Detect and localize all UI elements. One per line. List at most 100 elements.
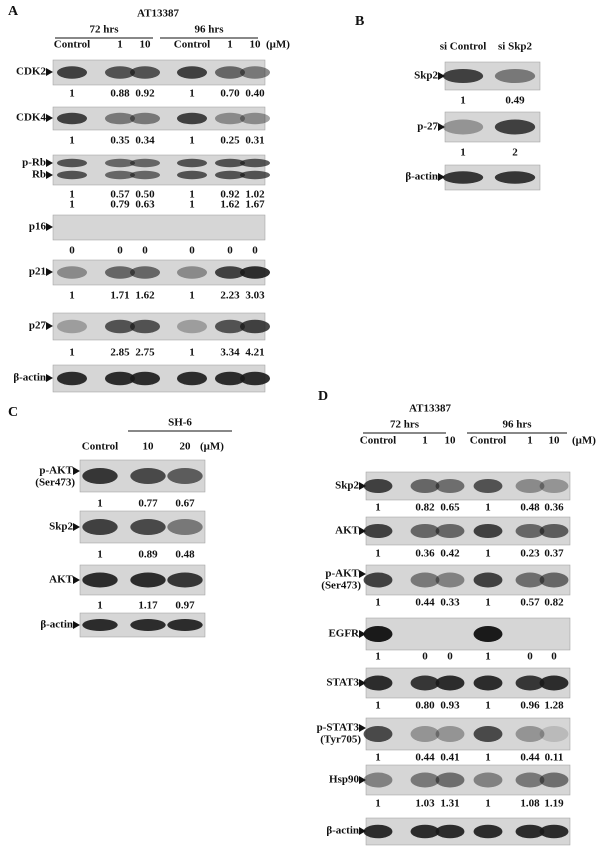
quant-value: 0	[189, 245, 195, 257]
quant-value: 1	[485, 597, 491, 609]
band	[410, 726, 440, 742]
band	[56, 66, 88, 79]
quant-value: 0	[527, 651, 533, 663]
band	[176, 66, 208, 79]
band	[176, 371, 208, 386]
band	[129, 371, 161, 386]
band	[539, 772, 569, 788]
quant-value: 0.67	[175, 498, 195, 510]
band	[176, 266, 208, 279]
quant-value: 0.34	[135, 135, 155, 147]
arrow	[73, 576, 80, 584]
quant-value: 1	[69, 347, 75, 359]
arrow	[438, 123, 445, 131]
quant-value: 1	[375, 597, 381, 609]
quant-value: 0.82	[415, 502, 435, 514]
blot-label: p27	[29, 320, 47, 332]
blot-label: STAT3	[326, 677, 359, 689]
arrow	[46, 159, 53, 167]
quant-value: 1	[97, 498, 103, 510]
band	[104, 319, 136, 334]
lane-label: Control	[174, 39, 210, 51]
arrow	[46, 223, 53, 231]
lane-label: si Skp2	[498, 41, 532, 53]
quant-value: 0.92	[220, 189, 240, 201]
quant-value: 0.79	[110, 199, 130, 211]
band	[363, 726, 393, 742]
band	[435, 524, 465, 538]
band	[129, 319, 161, 334]
quant-value: 0.97	[175, 600, 195, 612]
quant-value: 2	[512, 147, 518, 159]
blot-label: p-AKT	[39, 465, 73, 477]
unit-label: (μM)	[266, 39, 290, 51]
quant-value: 0.70	[220, 88, 240, 100]
band	[410, 675, 440, 691]
quant-value: 1.17	[138, 600, 158, 612]
group-label: SH-6	[168, 417, 192, 429]
lane-label: 10	[250, 39, 262, 51]
lane-label: 10	[549, 435, 561, 447]
lane-label: 10	[140, 39, 152, 51]
quant-value: 1	[375, 752, 381, 764]
band	[56, 319, 88, 334]
lane-label: 10	[445, 435, 457, 447]
quant-value: 1	[375, 502, 381, 514]
band	[104, 266, 136, 279]
quant-value: 1.02	[245, 189, 265, 201]
arrow	[46, 114, 53, 122]
arrow	[73, 523, 80, 531]
quant-value: 0.31	[245, 135, 264, 147]
quant-value: 1	[375, 700, 381, 712]
band	[442, 119, 484, 135]
band	[435, 675, 465, 691]
quant-value: 0	[227, 245, 233, 257]
arrow	[359, 776, 366, 784]
lane-label: 20	[180, 441, 192, 453]
band	[104, 66, 136, 79]
panel-letter: D	[318, 389, 328, 404]
band	[82, 468, 118, 484]
quant-value: 1	[375, 651, 381, 663]
blot-label: AKT	[335, 525, 360, 537]
quant-value: 3.34	[220, 347, 240, 359]
band	[363, 824, 393, 839]
quant-value: 0.63	[135, 199, 155, 211]
quant-value: 0.36	[544, 502, 564, 514]
lane-label: 1	[227, 39, 233, 51]
blot-label: p21	[29, 266, 46, 278]
arrow	[73, 467, 80, 475]
band	[214, 170, 246, 180]
band	[130, 519, 166, 535]
group-label: 96 hrs	[502, 419, 532, 431]
group-label: 72 hrs	[390, 419, 420, 431]
quant-value: 1	[69, 135, 75, 147]
quant-value: 0.88	[110, 88, 130, 100]
panel-letter: A	[8, 4, 19, 19]
blot-label: p16	[29, 221, 47, 233]
band	[176, 170, 208, 180]
band	[473, 726, 503, 742]
band	[239, 170, 271, 180]
band	[239, 319, 271, 334]
band	[539, 824, 569, 839]
arrow	[359, 570, 366, 578]
quant-value: 1.62	[220, 199, 240, 211]
band	[363, 524, 393, 538]
quant-value: 0	[69, 245, 75, 257]
band	[494, 69, 536, 83]
quant-value: 1.08	[520, 798, 540, 810]
lane-label: 1	[422, 435, 428, 447]
blot-label: CDK2	[16, 66, 46, 78]
quant-value: 0.65	[440, 502, 460, 514]
arrow	[359, 724, 366, 732]
band	[410, 824, 440, 839]
band	[56, 170, 88, 180]
blot-label: p-Rb	[22, 157, 46, 169]
quant-value: 1.28	[544, 700, 564, 712]
quant-value: 1	[189, 290, 195, 302]
panel-title: AT13387	[409, 403, 451, 415]
band	[363, 572, 393, 588]
arrow	[359, 679, 366, 687]
